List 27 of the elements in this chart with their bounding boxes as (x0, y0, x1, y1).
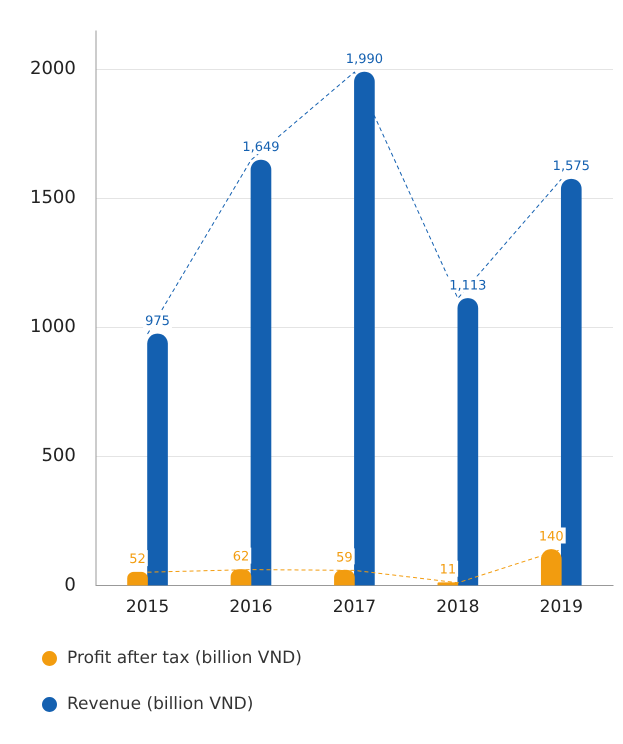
data-label: 52 (129, 552, 146, 568)
y-tick-label: 2000 (30, 58, 76, 80)
y-tick-label: 1000 (30, 316, 76, 338)
bar (147, 334, 168, 586)
bar (458, 298, 478, 586)
data-label: 11 (440, 562, 456, 578)
data-label: 1,990 (346, 52, 384, 67)
data-label: 1,113 (449, 278, 486, 294)
y-tick-label: 1500 (30, 187, 76, 208)
bar (250, 160, 272, 586)
line-series (147, 548, 562, 584)
x-tick-label: 2017 (332, 597, 376, 618)
y-tick-label: 500 (41, 445, 76, 466)
x-tick-label: 2016 (229, 597, 273, 618)
data-label: 140 (538, 529, 564, 544)
data-label: 1,575 (552, 159, 590, 174)
x-tick-label: 2015 (126, 597, 170, 618)
legend-label: Revenue (billion VND) (67, 694, 254, 714)
x-tick-label: 2019 (540, 597, 583, 618)
data-label: 59 (336, 550, 353, 566)
bar (127, 572, 148, 586)
data-label: 62 (232, 549, 250, 564)
data-label: 975 (145, 314, 170, 329)
y-tick-label: 0 (64, 574, 76, 596)
legend-label: Profit after tax (billion VND) (67, 648, 302, 668)
data-label: 1,649 (242, 140, 280, 155)
x-tick-label: 2018 (436, 597, 480, 618)
